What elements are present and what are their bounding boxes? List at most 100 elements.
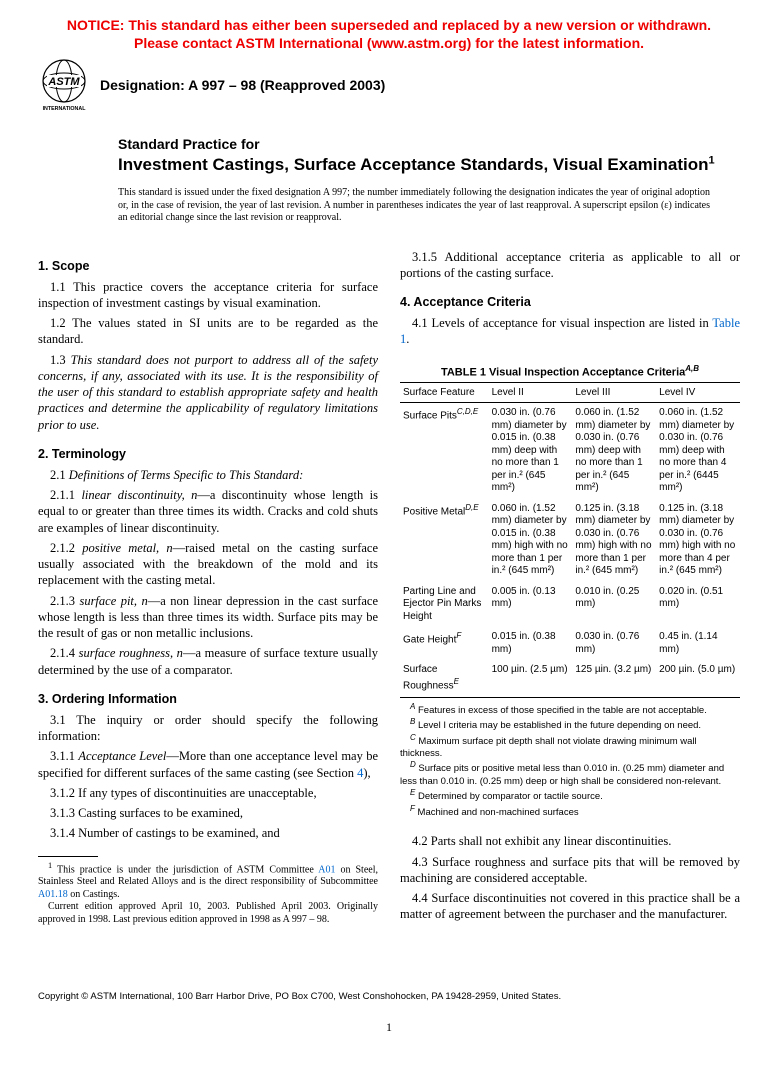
r5-f: Surface Roughness <box>403 664 454 691</box>
cell-l3: 125 µin. (3.2 µm) <box>572 660 656 697</box>
title-main: Investment Castings, Surface Acceptance … <box>118 154 740 175</box>
note-d: D Surface pits or positive metal less th… <box>400 760 740 788</box>
table-row: Gate HeightF 0.015 in. (0.38 mm) 0.030 i… <box>400 627 740 660</box>
table-1: Surface Feature Level II Level III Level… <box>400 382 740 697</box>
designation: Designation: A 997 – 98 (Reapproved 2003… <box>100 77 385 93</box>
table-row: Surface PitsC,D,E 0.030 in. (0.76 mm) di… <box>400 403 740 499</box>
cell-l4: 0.020 in. (0.51 mm) <box>656 582 740 628</box>
para-4-2: 4.2 Parts shall not exhibit any linear d… <box>400 833 740 849</box>
table-row: Surface RoughnessE 100 µin. (2.5 µm) 125… <box>400 660 740 697</box>
para-4-1-a: 4.1 Levels of acceptance for visual insp… <box>412 316 712 330</box>
columns: 1. Scope 1.1 This practice covers the ac… <box>38 245 740 927</box>
cell-l2: 0.005 in. (0.13 mm) <box>489 582 573 628</box>
cell-l3: 0.010 in. (0.25 mm) <box>572 582 656 628</box>
para-3-1-2: 3.1.2 If any types of discontinuities ar… <box>38 785 378 801</box>
th-level4: Level IV <box>656 383 740 403</box>
table-1-title-sup: A,B <box>685 364 699 373</box>
cell-l2: 0.030 in. (0.76 mm) diameter by 0.015 in… <box>489 403 573 499</box>
para-1-3: 1.3 This standard does not purport to ad… <box>38 352 378 433</box>
th-level2: Level II <box>489 383 573 403</box>
cell-l2: 0.060 in. (1.52 mm) diameter by 0.015 in… <box>489 499 573 582</box>
footnote-separator <box>38 856 98 857</box>
note-e-text: Determined by comparator or tactile sour… <box>415 791 602 802</box>
note-b: B Level I criteria may be established in… <box>400 717 740 733</box>
table-row: Parting Line and Ejector Pin Marks Heigh… <box>400 582 740 628</box>
committee-a01-link[interactable]: A01 <box>318 864 335 875</box>
th-feature: Surface Feature <box>400 383 489 403</box>
note-a: A Features in excess of those specified … <box>400 702 740 718</box>
para-3-1-1: 3.1.1 Acceptance Level—More than one acc… <box>38 748 378 781</box>
table-header-row: Surface Feature Level II Level III Level… <box>400 383 740 403</box>
footnote-1-edition: Current edition approved April 10, 2003.… <box>38 901 378 926</box>
table-1-title-text: TABLE 1 Visual Inspection Acceptance Cri… <box>441 366 685 378</box>
para-3-1-5: 3.1.5 Additional acceptance criteria as … <box>400 249 740 282</box>
para-3-1-4: 3.1.4 Number of castings to be examined,… <box>38 825 378 841</box>
note-f: F Machined and non-machined surfaces <box>400 804 740 820</box>
para-2-1-3: 2.1.3 surface pit, n—a non linear depres… <box>38 593 378 642</box>
r2-fsup: D,E <box>465 503 478 512</box>
cell-feature: Surface PitsC,D,E <box>400 403 489 499</box>
cell-l2: 0.015 in. (0.38 mm) <box>489 627 573 660</box>
para-4-4: 4.4 Surface discontinuities not covered … <box>400 890 740 923</box>
cell-feature: Surface RoughnessE <box>400 660 489 697</box>
para-2-1-2: 2.1.2 positive metal, n—raised metal on … <box>38 540 378 589</box>
cell-l3: 0.060 in. (1.52 mm) diameter by 0.030 in… <box>572 403 656 499</box>
page: NOTICE: This standard has either been su… <box>0 0 778 1065</box>
title-prefix: Standard Practice for <box>118 136 740 154</box>
r5-fsup: E <box>454 677 459 686</box>
fn1-seg-a: This practice is under the jurisdiction … <box>52 864 318 875</box>
r4-f: Gate Height <box>403 635 456 646</box>
para-4-1-c: . <box>406 332 409 346</box>
notice-line2: Please contact ASTM International (www.a… <box>134 35 644 51</box>
note-c: C Maximum surface pit depth shall not vi… <box>400 733 740 761</box>
para-3-1-1-tail: ), <box>363 766 370 780</box>
para-3-1-3: 3.1.3 Casting surfaces to be examined, <box>38 805 378 821</box>
para-2-1-1: 2.1.1 linear discontinuity, n—a disconti… <box>38 487 378 536</box>
cell-feature: Parting Line and Ejector Pin Marks Heigh… <box>400 582 489 628</box>
cell-l3: 0.125 in. (3.18 mm) diameter by 0.030 in… <box>572 499 656 582</box>
para-4-3: 4.3 Surface roughness and surface pits t… <box>400 854 740 887</box>
issuance-note: This standard is issued under the fixed … <box>118 187 710 225</box>
para-1-2: 1.2 The values stated in SI units are to… <box>38 315 378 348</box>
note-d-text: Surface pits or positive metal less than… <box>400 764 724 787</box>
acceptance-heading: 4. Acceptance Criteria <box>400 295 740 309</box>
note-a-text: Features in excess of those specified in… <box>415 705 707 716</box>
ordering-heading: 3. Ordering Information <box>38 692 378 706</box>
note-c-text: Maximum surface pit depth shall not viol… <box>400 736 697 759</box>
r4-fsup: F <box>456 631 461 640</box>
title-footnote-mark: 1 <box>708 154 714 166</box>
table-row: Positive MetalD,E 0.060 in. (1.52 mm) di… <box>400 499 740 582</box>
title-main-text: Investment Castings, Surface Acceptance … <box>118 155 708 174</box>
note-b-text: Level I criteria may be established in t… <box>415 720 701 731</box>
para-2-1-4: 2.1.4 surface roughness, n—a measure of … <box>38 645 378 678</box>
table-1-title: TABLE 1 Visual Inspection Acceptance Cri… <box>400 364 740 379</box>
cell-feature: Positive MetalD,E <box>400 499 489 582</box>
logo-text-top: ASTM <box>47 76 80 88</box>
left-column: 1. Scope 1.1 This practice covers the ac… <box>38 245 378 927</box>
astm-logo: ASTM INTERNATIONAL <box>38 58 90 112</box>
para-3-1: 3.1 The inquiry or order should specify … <box>38 712 378 745</box>
right-column: 3.1.5 Additional acceptance criteria as … <box>400 245 740 927</box>
para-2-1: 2.1 Definitions of Terms Specific to Thi… <box>38 467 378 483</box>
page-number: 1 <box>38 1020 740 1035</box>
notice-line1: NOTICE: This standard has either been su… <box>67 17 711 33</box>
copyright: Copyright © ASTM International, 100 Barr… <box>38 991 740 1002</box>
cell-l4: 200 µin. (5.0 µm) <box>656 660 740 697</box>
r2-f: Positive Metal <box>403 506 465 517</box>
para-4-1: 4.1 Levels of acceptance for visual insp… <box>400 315 740 348</box>
title-block: Standard Practice for Investment Casting… <box>118 136 740 175</box>
th-level3: Level III <box>572 383 656 403</box>
header-row: ASTM INTERNATIONAL Designation: A 997 – … <box>38 58 740 112</box>
subcommittee-a0118-link[interactable]: A01.18 <box>38 889 68 900</box>
cell-l3: 0.030 in. (0.76 mm) <box>572 627 656 660</box>
r1-f: Surface Pits <box>403 411 457 422</box>
terminology-heading: 2. Terminology <box>38 447 378 461</box>
cell-feature: Gate HeightF <box>400 627 489 660</box>
para-1-3-text: This standard does not purport to addres… <box>38 353 378 432</box>
cell-l4: 0.060 in. (1.52 mm) diameter by 0.030 in… <box>656 403 740 499</box>
cell-l4: 0.45 in. (1.14 mm) <box>656 627 740 660</box>
acceptance-level-label: Acceptance Level <box>78 749 166 763</box>
table-1-notes: A Features in excess of those specified … <box>400 702 740 820</box>
logo-text-bottom: INTERNATIONAL <box>43 106 87 112</box>
scope-heading: 1. Scope <box>38 259 378 273</box>
